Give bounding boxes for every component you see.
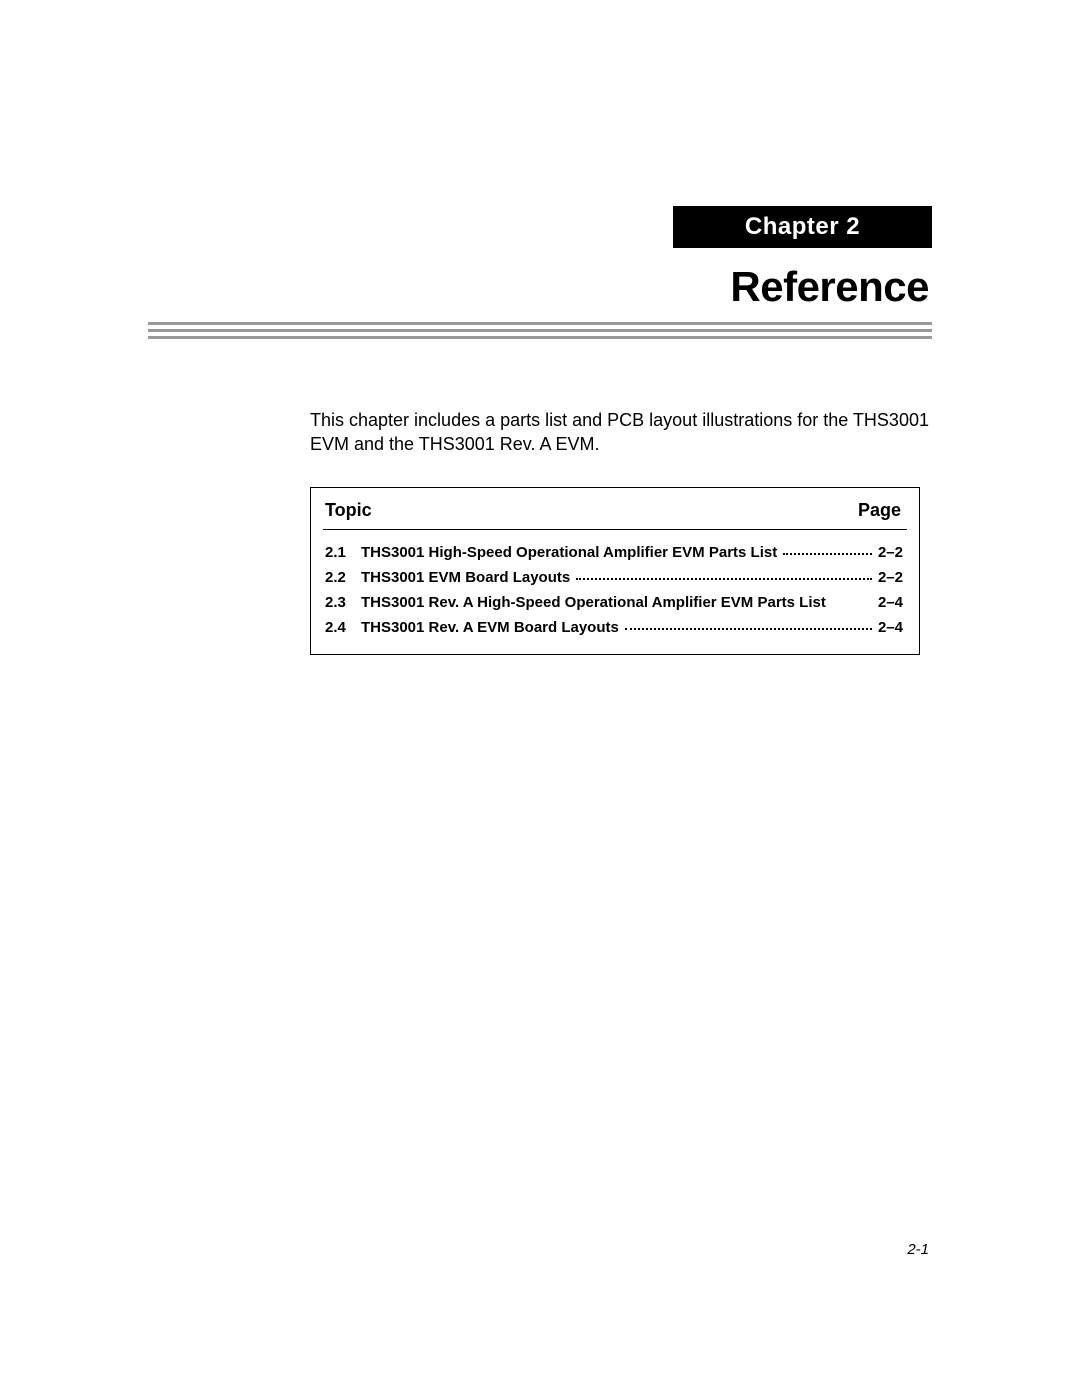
toc-entry-title: THS3001 Rev. A High-Speed Operational Am…: [361, 594, 826, 611]
toc-topic-header: Topic: [325, 500, 372, 521]
toc-header: Topic Page: [323, 498, 907, 530]
page-number: 2-1: [907, 1241, 929, 1258]
toc-entry-title: THS3001 High-Speed Operational Amplifier…: [361, 544, 777, 561]
intro-paragraph: This chapter includes a parts list and P…: [310, 408, 929, 457]
page: Chapter 2 Reference This chapter include…: [0, 0, 1080, 1397]
header-rules: [148, 322, 932, 339]
toc-entry[interactable]: 2.1 THS3001 High-Speed Operational Ampli…: [323, 540, 907, 565]
toc-dots: [576, 578, 872, 580]
chapter-label: Chapter 2: [745, 213, 860, 241]
toc-dots: [625, 628, 872, 630]
toc-entry-num: 2.1: [325, 544, 361, 561]
chapter-banner: Chapter 2: [673, 206, 932, 248]
toc-box: Topic Page 2.1 THS3001 High-Speed Operat…: [310, 487, 920, 655]
toc-entry-num: 2.2: [325, 569, 361, 586]
toc-entry-page: 2–2: [878, 544, 903, 561]
toc-entry-page: 2–4: [878, 594, 903, 611]
rule-line: [148, 329, 932, 332]
page-title: Reference: [730, 263, 929, 311]
toc-entry[interactable]: 2.4 THS3001 Rev. A EVM Board Layouts 2–4: [323, 615, 907, 640]
toc-entry-title: THS3001 EVM Board Layouts: [361, 569, 570, 586]
toc-entry[interactable]: 2.2 THS3001 EVM Board Layouts 2–2: [323, 565, 907, 590]
toc-entry-num: 2.3: [325, 594, 361, 611]
toc-entry-title: THS3001 Rev. A EVM Board Layouts: [361, 619, 619, 636]
rule-line: [148, 336, 932, 339]
toc-entry-page: 2–4: [878, 619, 903, 636]
toc-entry-num: 2.4: [325, 619, 361, 636]
rule-line: [148, 322, 932, 325]
toc-dots: [783, 553, 872, 555]
toc-entry[interactable]: 2.3 THS3001 Rev. A High-Speed Operationa…: [323, 590, 907, 615]
toc-page-header: Page: [858, 500, 901, 521]
toc-entry-page: 2–2: [878, 569, 903, 586]
